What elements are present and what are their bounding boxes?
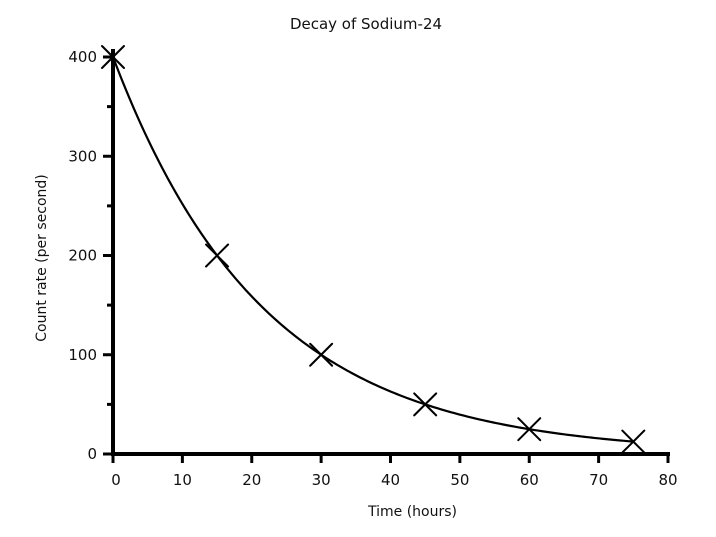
chart-title: Decay of Sodium-24 <box>290 15 442 33</box>
x-tick-label: 10 <box>173 471 192 489</box>
x-tick-label: 20 <box>242 471 261 489</box>
x-axis-title: Time (hours) <box>367 504 457 520</box>
y-tick-label: 0 <box>87 445 97 463</box>
y-tick-label: 100 <box>68 346 97 364</box>
x-tick-label: 50 <box>450 471 469 489</box>
data-point <box>309 342 334 367</box>
y-axis: 0 100 200 300 400 <box>68 48 115 463</box>
x-tick-label: 70 <box>589 471 608 489</box>
x-tick-label: 30 <box>312 471 331 489</box>
x-tick-label: 60 <box>520 471 539 489</box>
y-axis-title: Count rate (per second) <box>34 174 50 341</box>
data-point <box>621 429 646 454</box>
data-point <box>517 417 542 442</box>
x-axis: 0 10 20 30 40 50 60 70 80 <box>111 452 678 489</box>
data-point <box>413 392 438 417</box>
x-tick-label: 80 <box>658 471 677 489</box>
trend-curve <box>111 56 634 443</box>
x-tick-label: 40 <box>381 471 400 489</box>
data-point <box>101 45 125 69</box>
x-tick-label: 0 <box>111 471 121 489</box>
y-tick-label: 300 <box>68 147 97 165</box>
data-points <box>101 45 646 454</box>
data-point <box>205 243 230 268</box>
y-tick-label: 400 <box>68 48 97 66</box>
y-tick-label: 200 <box>68 247 97 265</box>
